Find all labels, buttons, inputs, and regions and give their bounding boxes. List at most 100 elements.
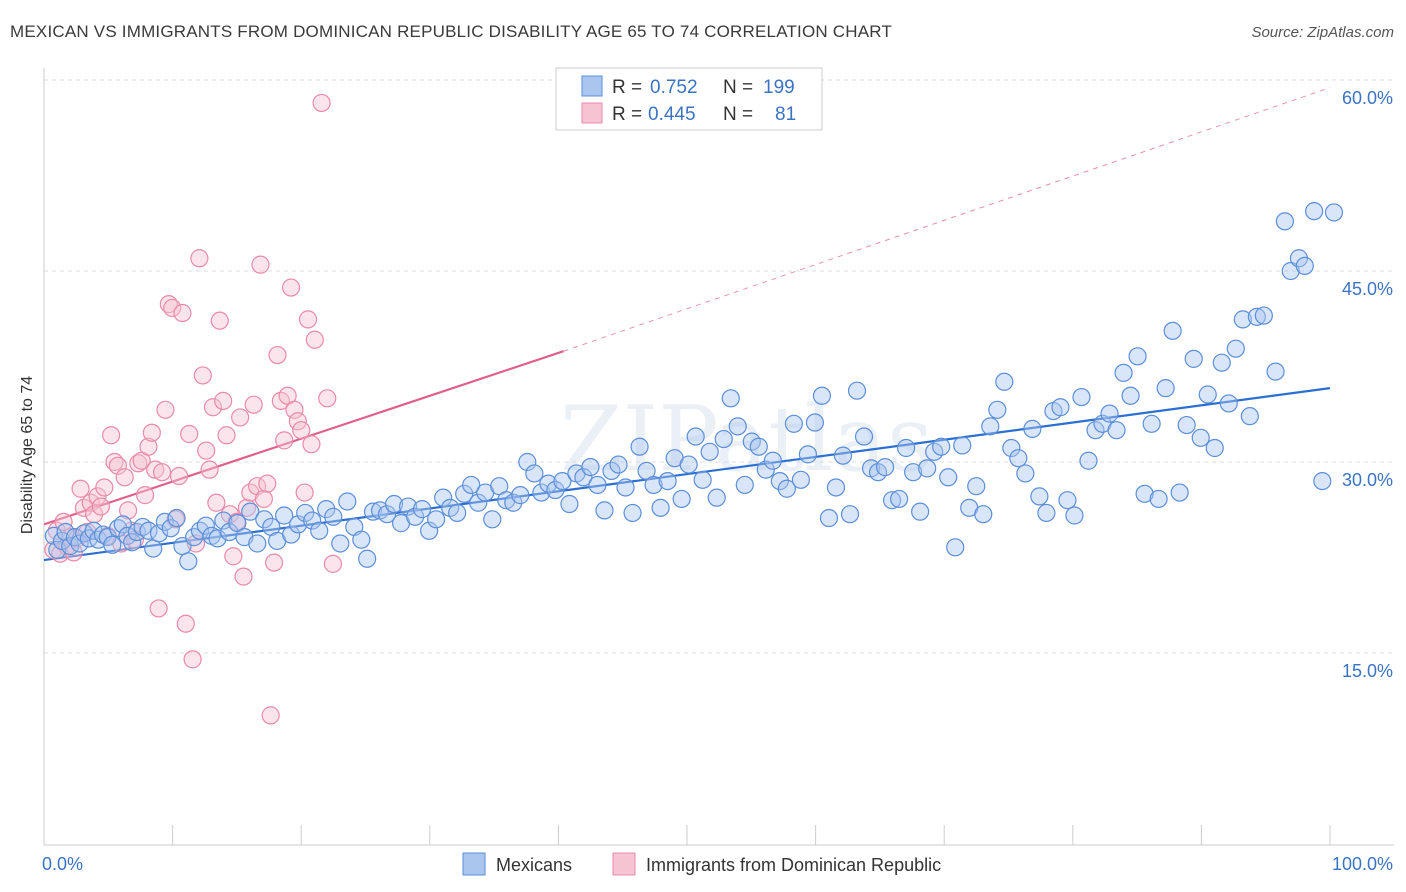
bottom-legend-mexicans: Mexicans	[496, 855, 572, 875]
y-tick-label-1: 30.0%	[1342, 470, 1393, 490]
mexican-point-190	[1324, 203, 1344, 222]
dominican-point-38	[173, 303, 192, 323]
mexican-point-91	[616, 478, 635, 497]
dominican-point-11	[81, 493, 100, 512]
mexican-point-177	[1219, 394, 1238, 413]
dominican-point-35	[163, 298, 182, 318]
mexican-point-48	[317, 500, 336, 519]
dominican-points	[44, 93, 343, 725]
mexican-point-188	[1305, 202, 1324, 221]
mexican-point-176	[1212, 353, 1231, 372]
dominican-point-43	[190, 249, 209, 268]
mexican-point-104	[707, 488, 726, 507]
mexican-point-3	[56, 522, 75, 542]
mexican-point-157	[1079, 451, 1098, 470]
mexican-point-54	[358, 549, 377, 568]
mexican-point-170	[1170, 483, 1189, 502]
mexican-point-49	[324, 507, 343, 526]
mexican-point-168	[1156, 379, 1175, 398]
dominican-point-53	[224, 547, 243, 566]
mexican-point-80	[539, 474, 558, 493]
mexican-point-50	[331, 534, 350, 553]
mexican-point-67	[448, 503, 467, 523]
mexican-point-30	[196, 516, 215, 535]
dominican-point-66	[268, 345, 287, 365]
bottom-legend-swatch-mexicans	[462, 852, 486, 876]
dominican-point-36	[166, 510, 185, 529]
bottom-legend-swatch-dominican	[612, 852, 636, 876]
dominican-point-8	[71, 479, 90, 498]
mexican-point-38	[248, 534, 267, 553]
legend-r-label-1: R =	[612, 77, 642, 98]
y-axis-title: Disability Age 65 to 74	[19, 376, 36, 534]
mexican-point-75	[504, 493, 523, 512]
chart-source: Source: ZipAtlas.com	[1251, 24, 1394, 41]
mexican-point-86	[581, 457, 600, 477]
mexican-point-45	[296, 503, 315, 523]
mexican-point-113	[770, 472, 789, 491]
dominican-point-32	[152, 463, 172, 482]
mexican-point-165	[1135, 484, 1154, 503]
mexican-point-90	[609, 455, 628, 474]
dominican-point-59	[244, 395, 263, 414]
mexican-point-96	[651, 498, 670, 517]
legend: R = 0.752 N = 199 R = 0.445 N = 81	[555, 67, 823, 131]
mexican-point-144	[988, 400, 1007, 419]
mexican-point-55	[363, 502, 383, 521]
mexican-point-21	[144, 539, 163, 558]
mexican-point-95	[644, 475, 663, 495]
mexican-point-156	[1072, 387, 1091, 407]
watermark: ZIPatlas	[560, 387, 933, 492]
dominican-point-55	[231, 408, 250, 427]
dominican-point-56	[234, 567, 253, 586]
mexican-point-60	[398, 497, 418, 516]
mexican-point-5	[65, 528, 84, 547]
mexican-point-183	[1266, 362, 1285, 381]
mexican-point-6	[70, 534, 89, 553]
tick-labels: 15.0% 30.0% 45.0% 60.0% 0.0% 100.0%	[42, 88, 1393, 874]
mexican-point-146	[1002, 438, 1021, 458]
dominican-point-50	[214, 391, 233, 410]
mexican-point-173	[1191, 428, 1210, 447]
mexican-point-83	[560, 494, 579, 514]
mexican-point-20	[139, 521, 158, 540]
dominican-point-29	[142, 423, 161, 442]
y-tick-label-3: 60.0%	[1342, 88, 1393, 108]
legend-n-label-2: N =	[723, 104, 753, 125]
mexican-point-181	[1247, 307, 1266, 326]
mexican-point-122	[833, 446, 853, 465]
dominican-point-39	[176, 614, 195, 633]
mexican-point-187	[1295, 256, 1314, 276]
mexican-point-154	[1058, 491, 1077, 510]
mexican-point-115	[784, 414, 803, 433]
dominican-point-75	[298, 310, 318, 329]
mexican-point-102	[693, 470, 712, 489]
mexican-point-44	[289, 515, 308, 534]
mexican-point-142	[974, 505, 993, 524]
mexican-point-125	[854, 427, 874, 446]
mexican-point-141	[967, 477, 986, 496]
dominican-point-47	[203, 398, 223, 417]
mexican-point-120	[819, 508, 839, 528]
mexican-point-129	[882, 491, 902, 510]
mexican-point-132	[904, 463, 923, 482]
mexican-point-107	[728, 417, 747, 436]
mexican-points	[44, 202, 1344, 571]
mexican-point-101	[686, 427, 705, 446]
mexican-point-27	[179, 552, 198, 571]
dominican-point-19	[108, 456, 128, 475]
mexican-point-100	[679, 455, 698, 474]
mexican-point-58	[384, 494, 404, 514]
dominican-point-28	[139, 437, 158, 456]
mexican-point-112	[763, 451, 782, 470]
mexican-point-163	[1121, 386, 1140, 405]
mexican-point-69	[462, 475, 481, 495]
mexican-point-88	[595, 501, 614, 520]
mexican-point-178	[1226, 339, 1245, 358]
legend-r-value-1: 0.752	[650, 77, 698, 98]
dominican-point-40	[180, 424, 199, 444]
mexican-point-43	[282, 525, 301, 544]
legend-swatch-dominican	[581, 102, 603, 124]
dominican-point-14	[91, 497, 111, 516]
